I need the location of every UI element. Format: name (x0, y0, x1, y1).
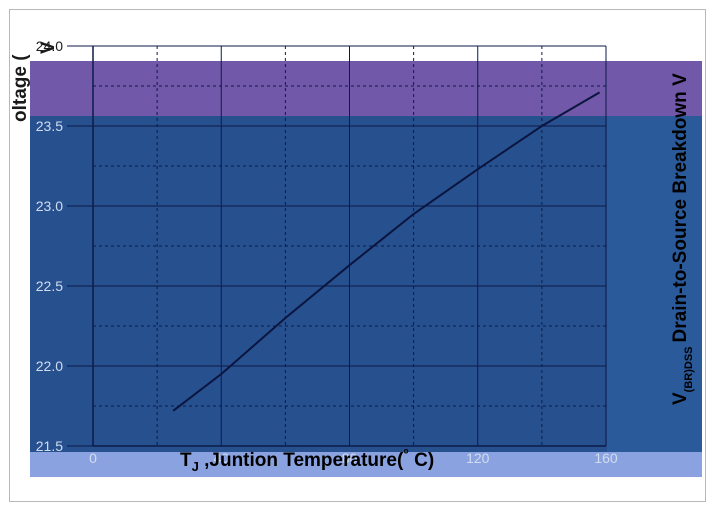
bottom-strip (30, 452, 702, 477)
x-tick-label: 120 (466, 450, 490, 466)
y-tick-label: 22.0 (36, 358, 63, 374)
y-axis-unit-fragment: V (38, 41, 59, 54)
breakdown-voltage-chart: 21.5 22.0 22.5 23.0 23.5 24.0 0 40 80 120 160 TJ ,… (10, 38, 702, 477)
y-tick-label: 24.0 (36, 38, 63, 54)
x-tick-label: 0 (89, 450, 97, 466)
y-tick-label: 23.0 (36, 198, 63, 214)
tick-label-layer: 21.5 22.0 22.5 23.0 23.5 24.0 0 40 80 120 160 (36, 38, 618, 466)
x-tick-label: 40 (213, 450, 229, 466)
plot-body (30, 116, 607, 452)
y-axis-title: V(BR)DSSDrain-to-Source Breakdown V (670, 73, 695, 405)
plot-top-band (30, 61, 702, 116)
y-tick-label: 21.5 (36, 438, 63, 454)
y-axis-title-fragment: oltage ( (10, 54, 31, 122)
axes-layer (92, 46, 606, 447)
y-tick-label: 23.5 (36, 118, 63, 134)
x-tick-label: 80 (342, 450, 358, 466)
chart-frame: 21.5 22.0 22.5 23.0 23.5 24.0 0 40 80 120 160 TJ ,… (9, 9, 706, 502)
x-axis-title: TJ ,Juntion Temperature(° C) (180, 446, 434, 474)
y-tick-label: 22.5 (36, 278, 63, 294)
x-tick-label: 160 (594, 450, 618, 466)
right-strip (607, 116, 702, 466)
series-line-breakdown-voltage (172, 91, 601, 412)
